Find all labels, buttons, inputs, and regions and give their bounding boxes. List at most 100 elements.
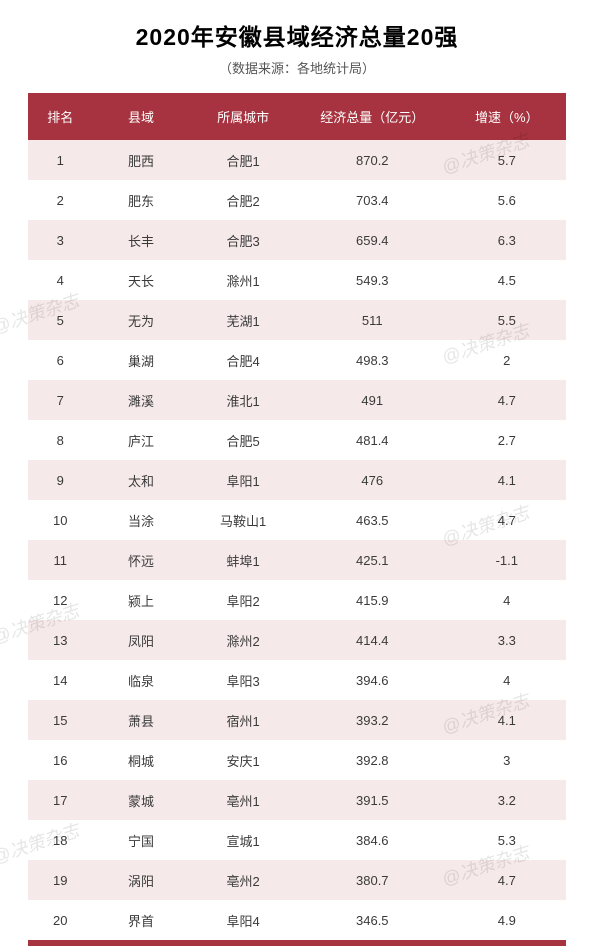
cell-city: 阜阳4	[189, 900, 297, 940]
cell-rank: 14	[28, 660, 93, 700]
cell-county: 长丰	[93, 220, 190, 260]
cell-growth: 5.5	[448, 300, 566, 340]
table-row: 18宁国宣城1384.65.3	[28, 820, 566, 860]
cell-city: 阜阳1	[189, 460, 297, 500]
col-header-growth: 增速（%）	[448, 93, 566, 140]
cell-growth: 4.9	[448, 900, 566, 940]
cell-rank: 5	[28, 300, 93, 340]
cell-rank: 18	[28, 820, 93, 860]
cell-growth: 6.3	[448, 220, 566, 260]
cell-growth: 3	[448, 740, 566, 780]
cell-total: 394.6	[297, 660, 448, 700]
cell-total: 380.7	[297, 860, 448, 900]
cell-county: 肥东	[93, 180, 190, 220]
cell-total: 703.4	[297, 180, 448, 220]
cell-rank: 1	[28, 140, 93, 180]
cell-growth: 4	[448, 580, 566, 620]
cell-county: 涡阳	[93, 860, 190, 900]
table-row: 8庐江合肥5481.42.7	[28, 420, 566, 460]
cell-rank: 12	[28, 580, 93, 620]
cell-city: 宣城1	[189, 820, 297, 860]
cell-growth: 4.5	[448, 260, 566, 300]
cell-city: 合肥3	[189, 220, 297, 260]
cell-total: 498.3	[297, 340, 448, 380]
cell-city: 马鞍山1	[189, 500, 297, 540]
cell-total: 393.2	[297, 700, 448, 740]
table-header-row: 排名 县域 所属城市 经济总量（亿元） 增速（%）	[28, 93, 566, 140]
cell-growth: 2	[448, 340, 566, 380]
table-row: 7濉溪淮北14914.7	[28, 380, 566, 420]
cell-total: 392.8	[297, 740, 448, 780]
table-row: 6巢湖合肥4498.32	[28, 340, 566, 380]
cell-rank: 2	[28, 180, 93, 220]
cell-county: 无为	[93, 300, 190, 340]
cell-growth: 2.7	[448, 420, 566, 460]
col-header-total: 经济总量（亿元）	[297, 93, 448, 140]
page-title: 2020年安徽县域经济总量20强	[28, 18, 566, 52]
cell-growth: -1.1	[448, 540, 566, 580]
cell-county: 天长	[93, 260, 190, 300]
table-row: 5无为芜湖15115.5	[28, 300, 566, 340]
col-header-county: 县域	[93, 93, 190, 140]
table-row: 13凤阳滁州2414.43.3	[28, 620, 566, 660]
cell-city: 安庆1	[189, 740, 297, 780]
cell-rank: 10	[28, 500, 93, 540]
cell-total: 491	[297, 380, 448, 420]
page-container: 2020年安徽县域经济总量20强 （数据来源：各地统计局） 排名 县域 所属城市…	[0, 0, 594, 946]
cell-rank: 13	[28, 620, 93, 660]
cell-rank: 9	[28, 460, 93, 500]
cell-city: 芜湖1	[189, 300, 297, 340]
cell-growth: 4	[448, 660, 566, 700]
cell-rank: 16	[28, 740, 93, 780]
ranking-table: 排名 县域 所属城市 经济总量（亿元） 增速（%） 1肥西合肥1870.25.7…	[28, 93, 566, 940]
cell-rank: 7	[28, 380, 93, 420]
cell-county: 宁国	[93, 820, 190, 860]
cell-county: 颍上	[93, 580, 190, 620]
table-row: 1肥西合肥1870.25.7	[28, 140, 566, 180]
col-header-city: 所属城市	[189, 93, 297, 140]
cell-total: 511	[297, 300, 448, 340]
cell-city: 合肥4	[189, 340, 297, 380]
cell-rank: 17	[28, 780, 93, 820]
cell-county: 凤阳	[93, 620, 190, 660]
table-row: 2肥东合肥2703.45.6	[28, 180, 566, 220]
cell-city: 淮北1	[189, 380, 297, 420]
table-body: 1肥西合肥1870.25.72肥东合肥2703.45.63长丰合肥3659.46…	[28, 140, 566, 940]
cell-total: 476	[297, 460, 448, 500]
cell-county: 肥西	[93, 140, 190, 180]
cell-city: 阜阳2	[189, 580, 297, 620]
cell-county: 萧县	[93, 700, 190, 740]
cell-growth: 4.7	[448, 380, 566, 420]
table-footer-bar	[28, 940, 566, 946]
table-row: 3长丰合肥3659.46.3	[28, 220, 566, 260]
cell-city: 滁州2	[189, 620, 297, 660]
table-row: 14临泉阜阳3394.64	[28, 660, 566, 700]
table-row: 4天长滁州1549.34.5	[28, 260, 566, 300]
cell-rank: 11	[28, 540, 93, 580]
table-row: 16桐城安庆1392.83	[28, 740, 566, 780]
cell-growth: 4.1	[448, 700, 566, 740]
cell-total: 384.6	[297, 820, 448, 860]
cell-total: 391.5	[297, 780, 448, 820]
cell-county: 临泉	[93, 660, 190, 700]
cell-total: 549.3	[297, 260, 448, 300]
cell-rank: 20	[28, 900, 93, 940]
cell-total: 463.5	[297, 500, 448, 540]
cell-city: 滁州1	[189, 260, 297, 300]
cell-city: 蚌埠1	[189, 540, 297, 580]
cell-county: 界首	[93, 900, 190, 940]
cell-growth: 4.7	[448, 500, 566, 540]
cell-city: 阜阳3	[189, 660, 297, 700]
cell-city: 合肥5	[189, 420, 297, 460]
cell-total: 870.2	[297, 140, 448, 180]
cell-county: 巢湖	[93, 340, 190, 380]
cell-total: 425.1	[297, 540, 448, 580]
cell-total: 346.5	[297, 900, 448, 940]
table-row: 12颍上阜阳2415.94	[28, 580, 566, 620]
cell-rank: 4	[28, 260, 93, 300]
table-row: 10当涂马鞍山1463.54.7	[28, 500, 566, 540]
page-subtitle: （数据来源：各地统计局）	[28, 58, 566, 77]
cell-county: 桐城	[93, 740, 190, 780]
cell-growth: 5.3	[448, 820, 566, 860]
cell-county: 当涂	[93, 500, 190, 540]
